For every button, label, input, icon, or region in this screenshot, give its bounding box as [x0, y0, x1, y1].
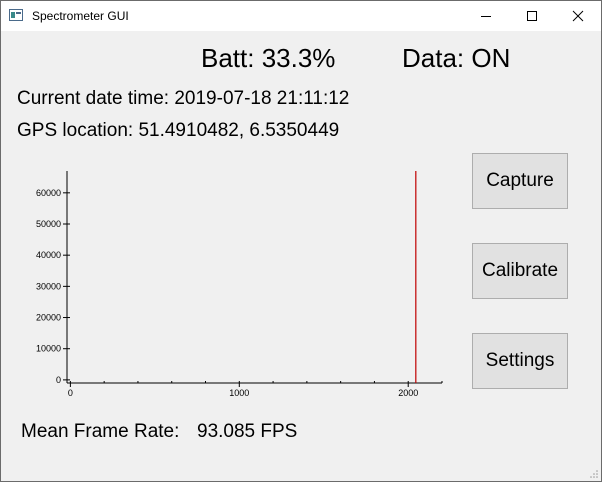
- y-tick-label: 40000: [36, 250, 61, 260]
- y-tick-label: 60000: [36, 188, 61, 198]
- window-title: Spectrometer GUI: [32, 9, 129, 23]
- minimize-button[interactable]: [463, 1, 509, 31]
- x-tick-label: 2000: [398, 388, 418, 398]
- x-tick-label: 1000: [229, 388, 249, 398]
- minimize-icon: [481, 16, 491, 17]
- capture-button[interactable]: Capture: [472, 153, 568, 209]
- spectrum-plot: 0 10000 20000 30000 40000 50000 60000 0 1000 2000: [36, 171, 443, 398]
- maximize-icon: [527, 11, 537, 21]
- y-tick-label: 20000: [36, 313, 61, 323]
- y-tick-label: 50000: [36, 219, 61, 229]
- app-icon: [9, 9, 23, 21]
- frame-rate-label: Mean Frame Rate:: [21, 421, 180, 442]
- settings-button[interactable]: Settings: [472, 333, 568, 389]
- x-tick-label: 0: [68, 388, 73, 398]
- frame-rate-value: 93.085 FPS: [197, 421, 298, 442]
- y-tick-label: 10000: [36, 344, 61, 354]
- y-tick-label: 0: [56, 375, 61, 385]
- title-bar[interactable]: Spectrometer GUI: [1, 1, 601, 31]
- close-button[interactable]: [555, 1, 601, 31]
- close-icon: [572, 10, 584, 22]
- battery-status: Batt: 33.3%: [201, 43, 336, 73]
- calibrate-button[interactable]: Calibrate: [472, 243, 568, 299]
- resize-grip-icon[interactable]: [589, 469, 599, 479]
- current-datetime: Current date time: 2019-07-18 21:11:12: [17, 88, 350, 109]
- y-tick-label: 30000: [36, 281, 61, 291]
- gps-location: GPS location: 51.4910482, 6.5350449: [17, 120, 340, 141]
- data-status: Data: ON: [402, 43, 511, 73]
- maximize-button[interactable]: [509, 1, 555, 31]
